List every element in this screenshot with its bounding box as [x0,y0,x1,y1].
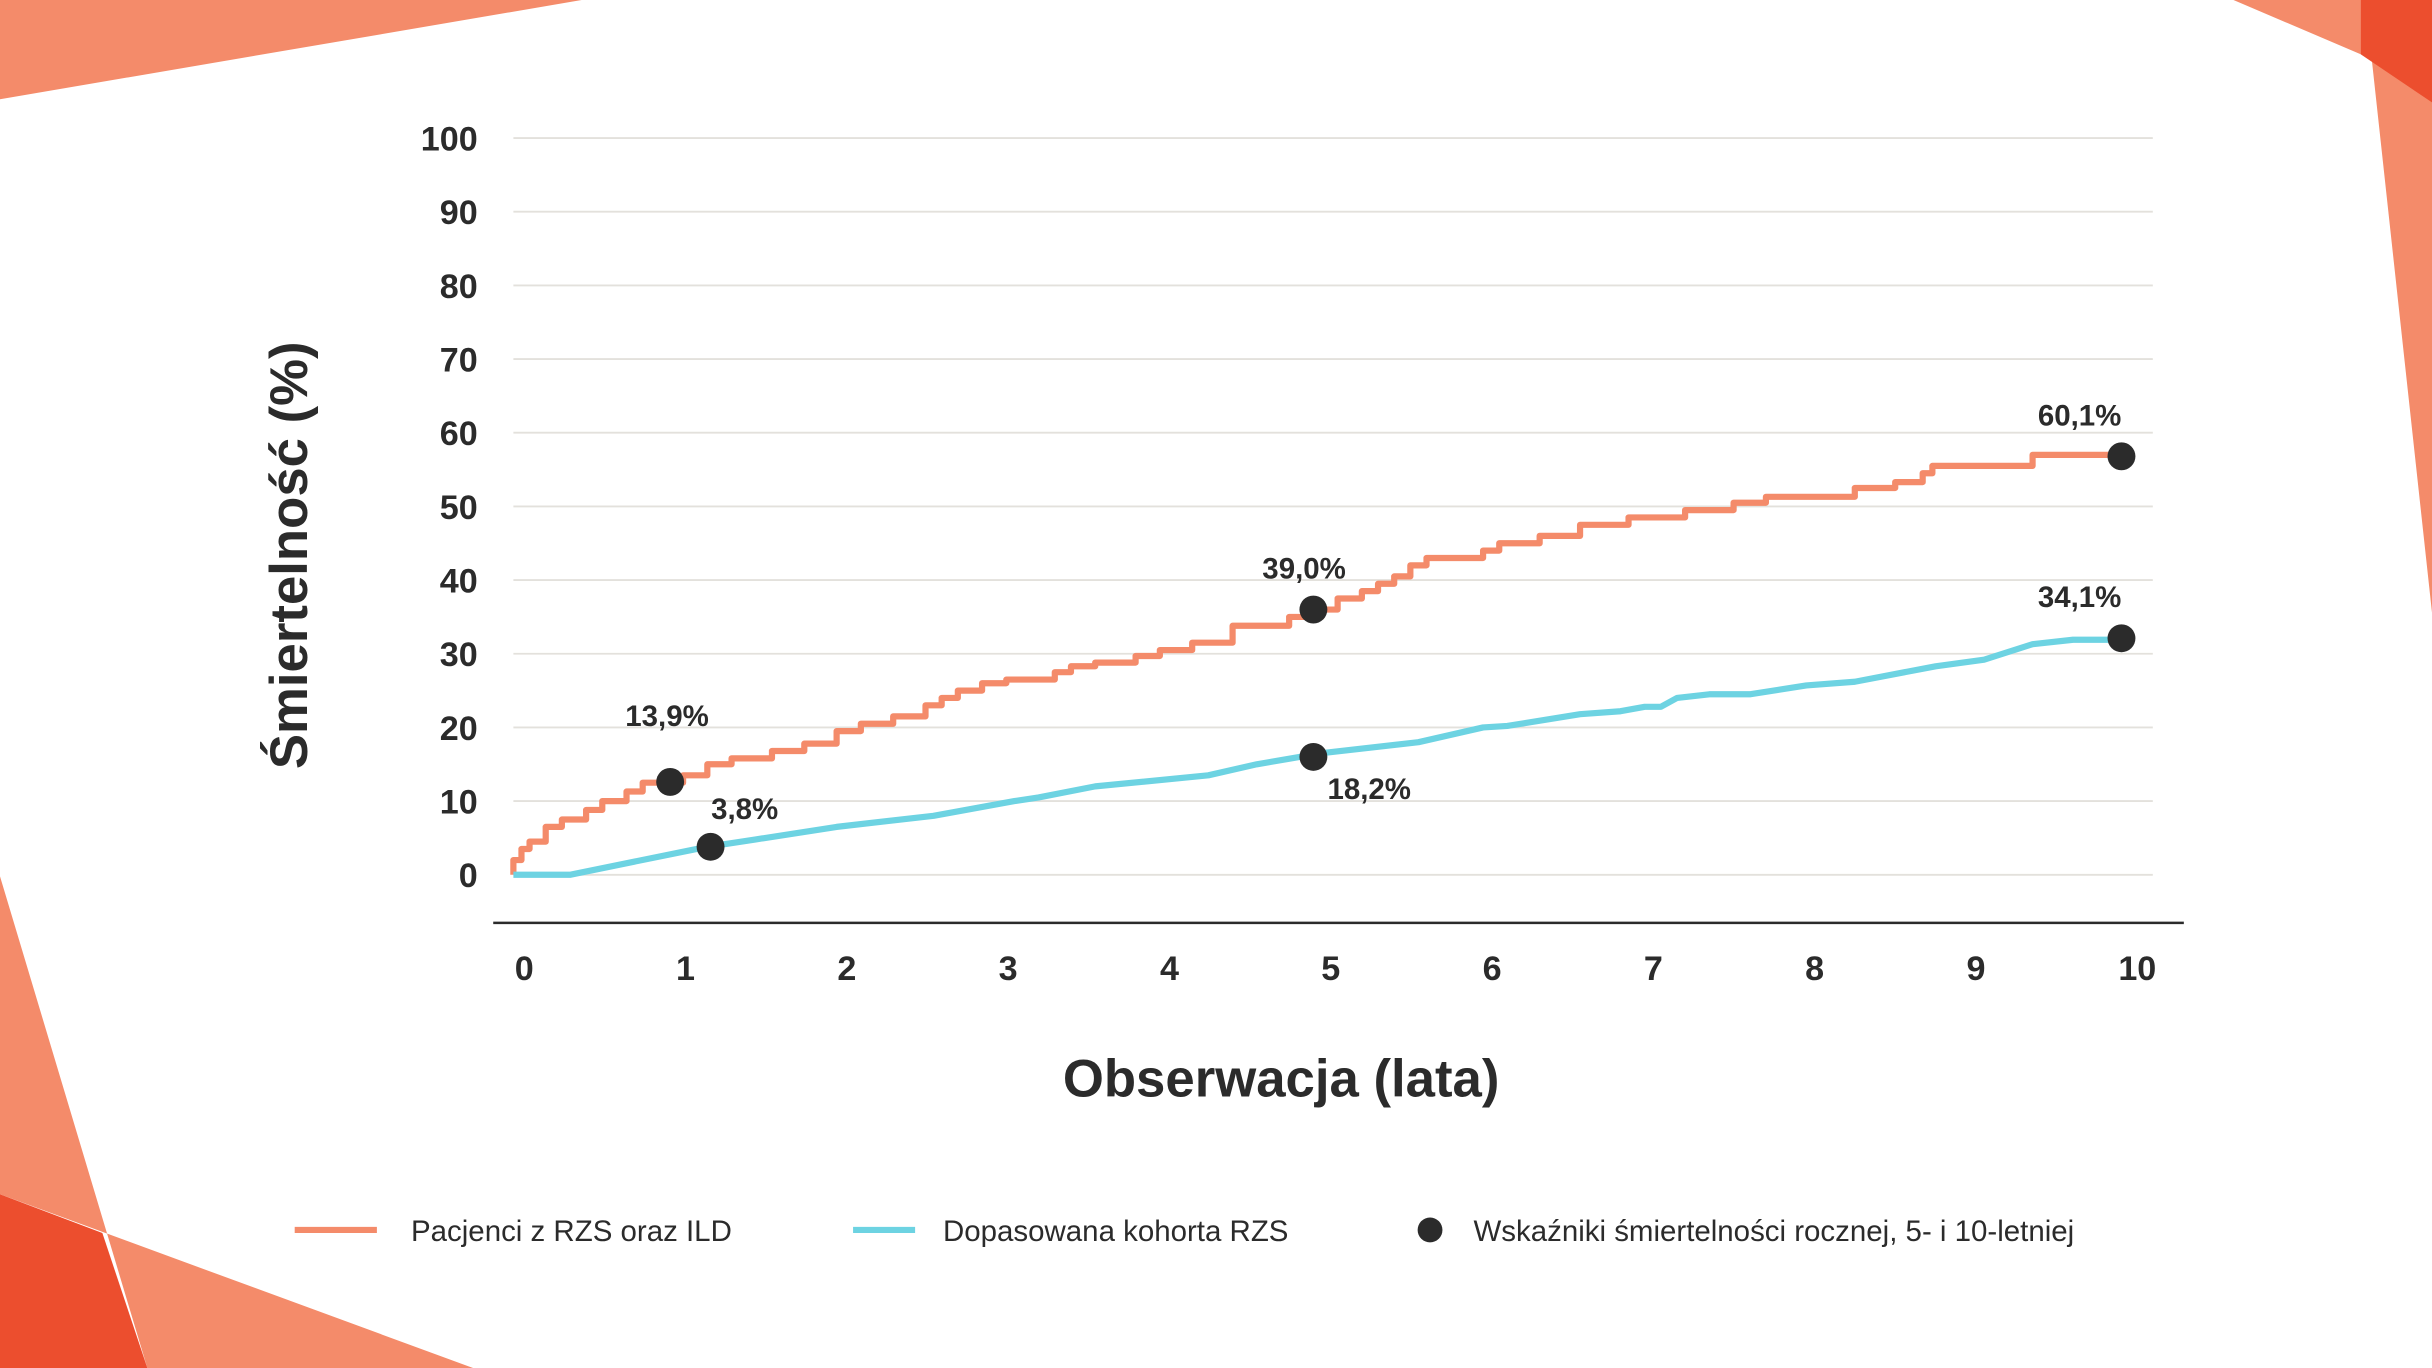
marker-point [696,832,725,861]
series-line-ild [510,451,2122,875]
legend-label-ild: Pacjenci z RZS oraz ILD [411,1215,732,1248]
x-tick-label: 0 [515,950,534,988]
marker-label: 18,2% [1327,773,1411,806]
x-axis-title: Obserwacja (lata) [1063,1050,1500,1109]
series-lines [510,451,2122,878]
x-tick-labels: 0 1 2 3 4 5 6 7 8 9 10 [515,950,2157,988]
marker-point [1299,742,1328,771]
y-tick-label: 50 [440,489,478,527]
marker-point [2107,442,2136,471]
y-tick-label: 20 [440,710,478,748]
legend-label-markers: Wskaźniki śmiertelności rocznej, 5- i 10… [1473,1215,2074,1248]
deco-top-right-dark [2360,0,2432,103]
marker-label: 34,1% [2038,581,2122,614]
x-tick-label: 5 [1321,950,1340,988]
y-tick-label: 40 [440,562,478,600]
legend-label-cohort: Dopasowana kohorta RZS [943,1215,1288,1248]
y-tick-label: 100 [421,120,478,158]
marker-label: 13,9% [625,700,709,733]
gridlines [513,137,2153,876]
marker-label: 3,8% [711,793,778,826]
marker-point [2107,624,2136,653]
legend-swatch-markers [1417,1217,1443,1243]
y-tick-labels: 0 10 20 30 40 50 60 70 80 90 100 [421,120,478,895]
deco-bottom-left-light [0,876,474,1368]
marker-label: 60,1% [2038,399,2122,432]
x-tick-label: 4 [1160,950,1179,988]
y-tick-label: 0 [459,857,478,895]
series-line-cohort [513,636,2122,878]
x-tick-label: 2 [837,950,856,988]
marker-point [1299,595,1328,624]
x-tick-label: 8 [1805,950,1824,988]
x-tick-label: 7 [1644,950,1663,988]
x-tick-label: 10 [2118,950,2156,988]
y-tick-label: 90 [440,194,478,232]
y-tick-label: 30 [440,636,478,674]
x-tick-label: 6 [1483,950,1502,988]
mortality-markers: 13,9% 3,8% 39,0% 18,2% 60,1% 34,1% [625,399,2136,861]
y-tick-label: 60 [440,415,478,453]
legend: Pacjenci z RZS oraz ILD Dopasowana kohor… [294,1215,2074,1248]
marker-label: 39,0% [1262,553,1346,586]
y-tick-label: 70 [440,341,478,379]
deco-top-right-light [2233,0,2432,613]
deco-bottom-left-dark [0,1194,148,1368]
y-tick-label: 80 [440,268,478,306]
x-tick-label: 3 [999,950,1018,988]
x-tick-label: 1 [676,950,695,988]
y-tick-label: 10 [440,784,478,822]
marker-point [656,767,685,796]
x-tick-label: 9 [1967,950,1986,988]
deco-top-left [0,0,582,100]
y-axis-title: Śmiertelność (%) [259,341,319,769]
